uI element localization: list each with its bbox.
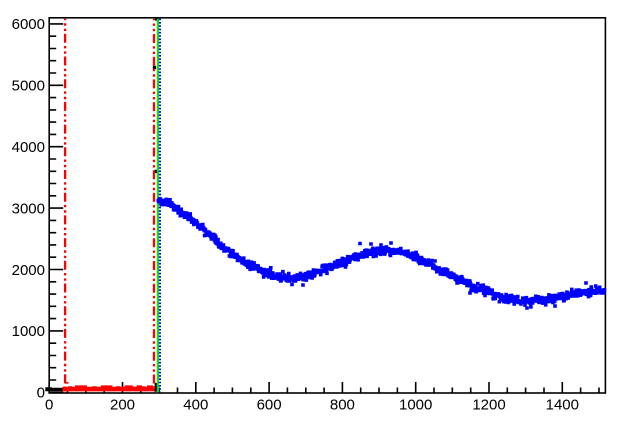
svg-text:0: 0 xyxy=(45,397,53,414)
svg-text:2000: 2000 xyxy=(12,262,45,279)
svg-text:600: 600 xyxy=(257,397,282,414)
svg-text:800: 800 xyxy=(330,397,355,414)
svg-text:5000: 5000 xyxy=(12,78,45,95)
svg-text:1000: 1000 xyxy=(399,397,432,414)
svg-text:6000: 6000 xyxy=(12,16,45,33)
svg-text:1400: 1400 xyxy=(546,397,579,414)
svg-text:4000: 4000 xyxy=(12,139,45,156)
svg-text:0: 0 xyxy=(37,385,45,402)
svg-text:1200: 1200 xyxy=(472,397,505,414)
svg-text:1000: 1000 xyxy=(12,323,45,340)
svg-text:3000: 3000 xyxy=(12,200,45,217)
svg-text:200: 200 xyxy=(110,397,135,414)
svg-text:400: 400 xyxy=(183,397,208,414)
